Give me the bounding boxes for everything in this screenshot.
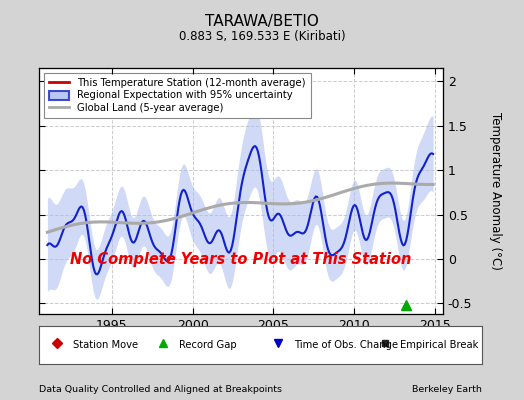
Text: Berkeley Earth: Berkeley Earth (412, 385, 482, 394)
Text: Record Gap: Record Gap (179, 340, 236, 350)
Text: No Complete Years to Plot at This Station: No Complete Years to Plot at This Statio… (70, 252, 412, 267)
Text: Station Move: Station Move (72, 340, 138, 350)
Y-axis label: Temperature Anomaly (°C): Temperature Anomaly (°C) (489, 112, 502, 270)
Text: Time of Obs. Change: Time of Obs. Change (294, 340, 398, 350)
Text: Empirical Break: Empirical Break (400, 340, 478, 350)
Text: TARAWA/BETIO: TARAWA/BETIO (205, 14, 319, 29)
Text: Data Quality Controlled and Aligned at Breakpoints: Data Quality Controlled and Aligned at B… (39, 385, 282, 394)
Legend: This Temperature Station (12-month average), Regional Expectation with 95% uncer: This Temperature Station (12-month avera… (45, 73, 311, 118)
Text: 0.883 S, 169.533 E (Kiribati): 0.883 S, 169.533 E (Kiribati) (179, 30, 345, 43)
